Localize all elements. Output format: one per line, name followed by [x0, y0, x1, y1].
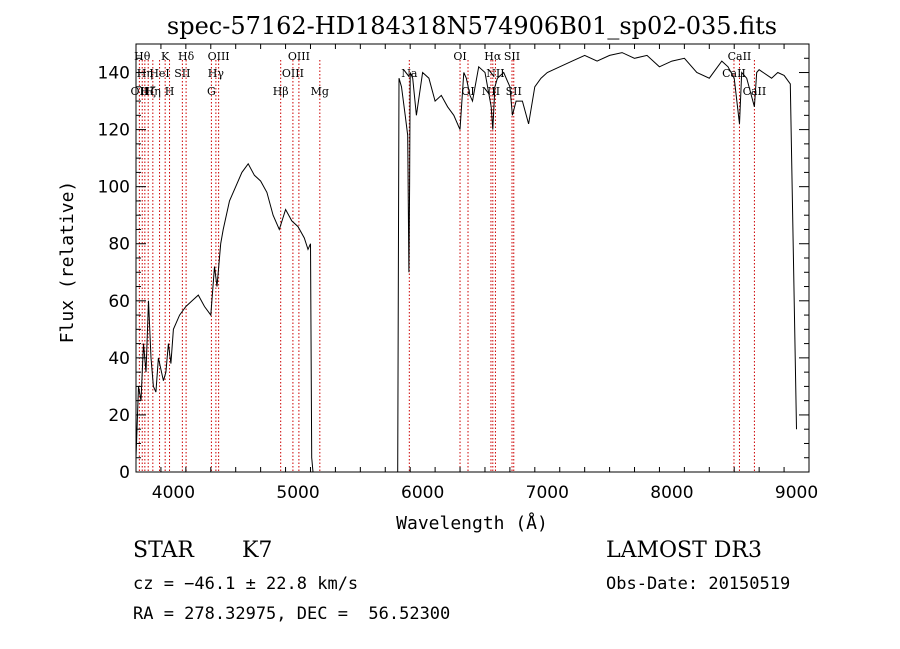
y-tick-label: 0: [119, 463, 130, 483]
line-marker-label: G: [207, 85, 216, 98]
line-marker-label: Mg: [311, 85, 329, 98]
line-marker-label: SII: [174, 67, 190, 80]
y-tick-label: 40: [108, 349, 130, 369]
line-marker-label: Hα: [484, 50, 502, 63]
line-marker-label: H: [165, 85, 175, 98]
line-marker-label: Hη: [145, 85, 161, 98]
coordinates: RA = 278.32975, DEC = 56.52300: [133, 604, 451, 624]
y-tick-label: 140: [98, 64, 130, 84]
line-marker-label: Na: [401, 67, 418, 80]
line-marker-label: CaII: [728, 50, 752, 63]
x-tick-label: 4000: [152, 483, 195, 503]
line-marker-label: OI: [461, 85, 474, 98]
line-marker-label: Hθ: [134, 50, 151, 63]
chart-title: spec-57162-HD184318N574906B01_sp02-035.f…: [167, 12, 777, 40]
plot-frame: [135, 43, 810, 473]
x-tick-label: 6000: [401, 483, 444, 503]
y-tick-label: 80: [108, 235, 130, 255]
line-marker-label: Hγ: [208, 67, 225, 80]
line-marker-label: CaII: [722, 67, 746, 80]
line-marker-label: SII: [506, 85, 522, 98]
x-tick-label: 5000: [276, 483, 319, 503]
y-tick-label: 60: [108, 292, 130, 312]
x-tick-label: 7000: [526, 483, 569, 503]
line-marker-label: SII: [504, 50, 520, 63]
y-tick-label: 120: [98, 121, 130, 141]
line-marker-label: Hβ: [273, 85, 289, 98]
line-marker-label: OII: [131, 85, 149, 98]
line-marker-label: NII: [486, 67, 504, 80]
obs-date: Obs-Date: 20150519: [606, 574, 791, 594]
line-marker-label: HeI: [149, 67, 169, 80]
x-tick-label: 9000: [775, 483, 818, 503]
line-markers: [138, 60, 755, 472]
line-marker-label: K: [161, 50, 170, 63]
survey-name: LAMOST DR3: [606, 538, 762, 563]
line-marker-label: Hη: [137, 67, 153, 80]
line-marker-label: Hζ: [140, 85, 156, 98]
object-class: STAR: [133, 538, 194, 563]
line-marker-labels: OIIHθHηHζHηHeIKHSIIHδGHγOIIIHβOIIIOIIIMg…: [131, 50, 767, 98]
y-axis-label: Flux (relative): [57, 181, 78, 344]
x-axis-ticks: 4000 5000 6000 7000 8000 9000: [135, 44, 818, 503]
line-marker-label: OIII: [288, 50, 310, 63]
y-tick-label: 20: [108, 406, 130, 426]
line-marker-label: CaII: [743, 85, 767, 98]
line-marker-label: OI: [453, 50, 466, 63]
y-tick-label: 100: [98, 178, 130, 198]
x-tick-label: 8000: [650, 483, 693, 503]
y-axis-ticks: 0 20 40 60 80 100 120 140: [98, 43, 809, 483]
line-marker-label: OIII: [208, 50, 230, 63]
line-marker-label: OIII: [282, 67, 304, 80]
object-subclass: K7: [242, 538, 273, 563]
redshift-cz: cz = −46.1 ± 22.8 km/s: [133, 574, 359, 594]
line-marker-label: NII: [482, 85, 500, 98]
line-marker-label: Hδ: [178, 50, 195, 63]
spectrum-line: [135, 52, 797, 473]
x-axis-label: Wavelength (Å): [396, 512, 548, 534]
